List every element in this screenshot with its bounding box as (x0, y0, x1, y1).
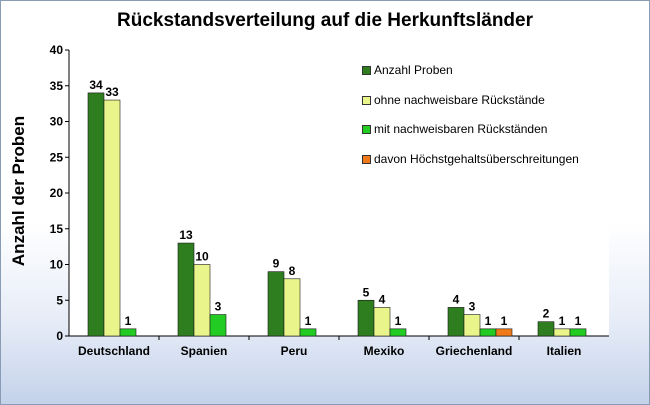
data-label: 33 (105, 85, 119, 99)
data-label: 9 (273, 257, 280, 271)
y-tick-label: 30 (50, 115, 64, 129)
data-label: 1 (305, 314, 312, 328)
legend-swatch (362, 154, 371, 164)
y-tick-label: 35 (50, 79, 64, 93)
data-label: 1 (501, 314, 508, 328)
bar (209, 314, 227, 337)
bar (479, 328, 497, 337)
data-label: 1 (575, 314, 582, 328)
data-label: 1 (395, 314, 402, 328)
bar (193, 264, 211, 337)
bar (103, 99, 121, 337)
bar (87, 92, 105, 337)
bar (119, 328, 137, 337)
bar (495, 328, 513, 337)
bar (177, 242, 195, 337)
x-tick-label: Peru (281, 344, 308, 358)
data-label: 4 (453, 292, 460, 306)
data-label: 1 (559, 314, 566, 328)
x-tick-label: Griechenland (436, 344, 513, 358)
legend-label: davon Höchstgehaltsüberschreitungen (374, 151, 579, 166)
bar (537, 321, 555, 337)
y-tick-label: 40 (50, 43, 64, 57)
x-tick-label: Spanien (181, 344, 228, 358)
legend-swatch (362, 95, 371, 105)
x-tick-label: Deutschland (78, 344, 150, 358)
chart-title: Rückstandsverteilung auf die Herkunftslä… (117, 10, 533, 31)
data-label: 2 (543, 307, 550, 321)
legend-swatch (362, 66, 371, 75)
bar (569, 328, 587, 337)
data-label: 5 (363, 285, 370, 299)
y-tick-label: 5 (56, 293, 63, 307)
data-label: 4 (379, 292, 386, 306)
y-tick-label: 0 (56, 329, 63, 343)
legend-label: Anzahl Proben (374, 63, 453, 77)
data-label: 3 (469, 300, 476, 314)
bar (283, 278, 301, 337)
bar (299, 328, 317, 337)
data-label: 8 (289, 264, 296, 278)
bar (389, 328, 407, 337)
bar (463, 314, 481, 337)
data-label: 13 (179, 228, 193, 242)
plot-background (69, 50, 609, 336)
data-label: 1 (485, 314, 492, 328)
y-tick-label: 10 (50, 258, 64, 272)
legend-swatch (362, 125, 371, 134)
legend-label: ohne nachweisbare Rückstände (374, 92, 545, 107)
data-label: 1 (125, 314, 132, 328)
y-tick-label: 25 (50, 150, 64, 164)
bar (267, 271, 285, 337)
y-tick-label: 15 (50, 222, 64, 236)
data-label: 3 (215, 300, 222, 314)
x-tick-label: Mexiko (364, 344, 405, 358)
bar (447, 307, 465, 337)
data-label: 34 (89, 78, 103, 92)
bar (553, 328, 571, 337)
data-label: 10 (195, 250, 209, 264)
x-tick-label: Italien (547, 344, 582, 358)
legend-label: mit nachweisbaren Rückständen (374, 122, 548, 136)
y-tick-label: 20 (50, 186, 64, 200)
bar (357, 299, 375, 337)
bar (373, 307, 391, 337)
